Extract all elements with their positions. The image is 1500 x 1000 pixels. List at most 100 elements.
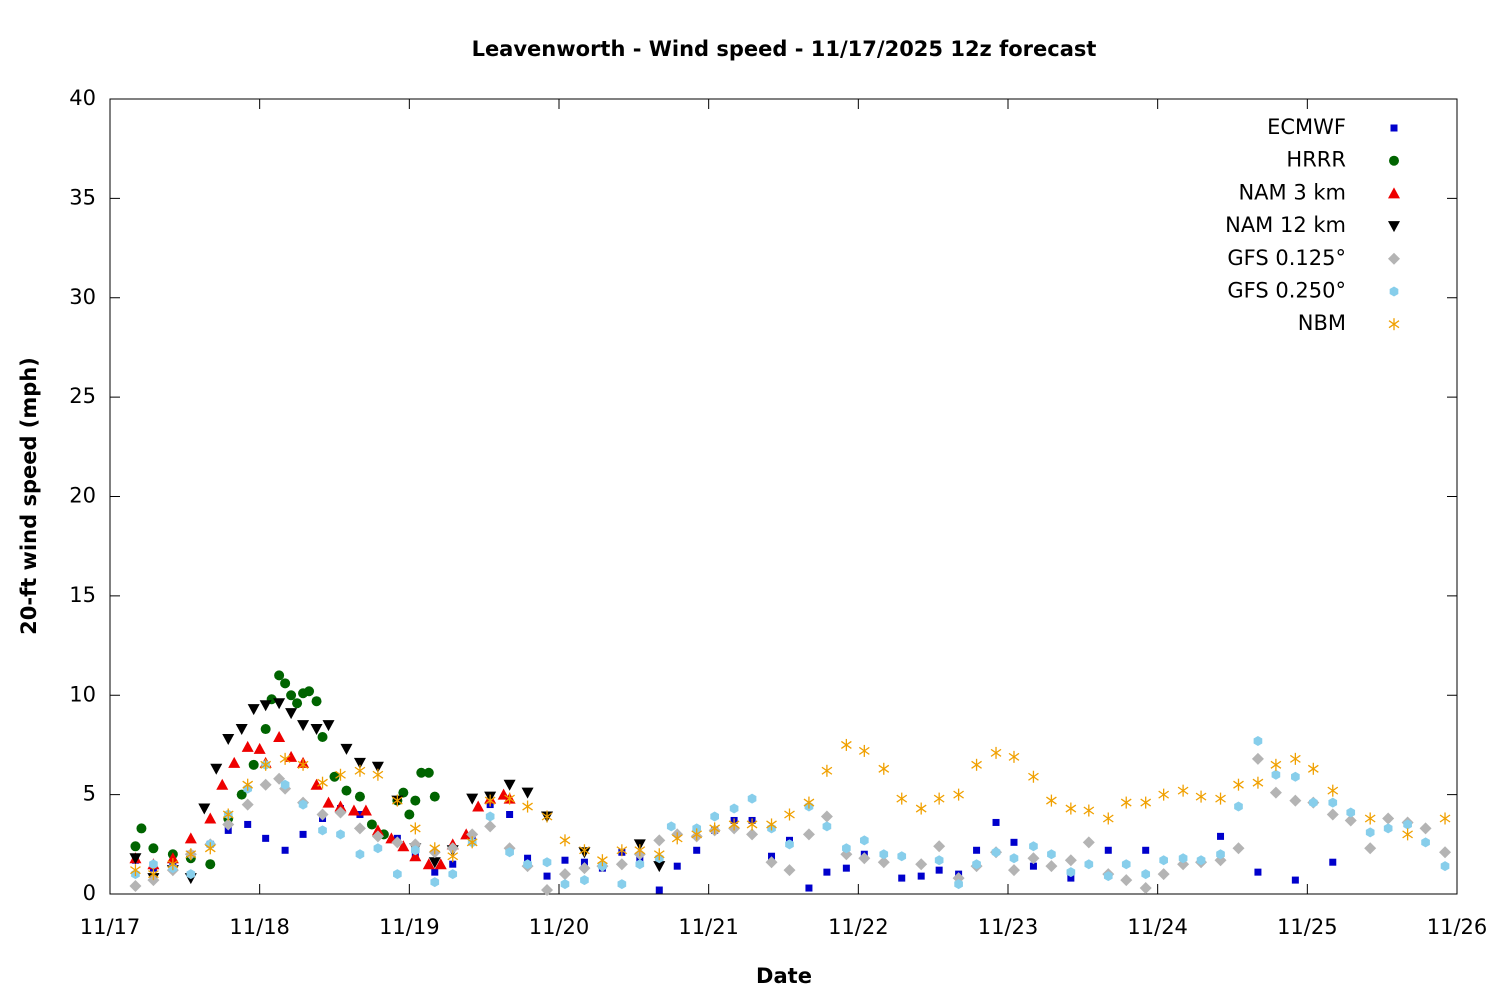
point [765, 856, 778, 869]
point [422, 858, 435, 870]
point [371, 830, 384, 843]
asterisk-stroke [1008, 752, 1020, 761]
point [1234, 801, 1243, 812]
point [260, 724, 271, 735]
point [821, 764, 833, 777]
y-axis-label: 20-ft wind speed (mph) [17, 357, 41, 635]
y-tick-label: 0 [83, 881, 96, 905]
point [1439, 812, 1451, 825]
point [1103, 871, 1113, 882]
point [541, 810, 553, 823]
point [1046, 794, 1057, 807]
point [1121, 859, 1131, 870]
point [279, 752, 291, 765]
asterisk-stroke [222, 810, 234, 819]
point [341, 785, 352, 796]
point [561, 856, 569, 864]
point [653, 834, 666, 847]
point [1291, 771, 1300, 782]
asterisk-stroke [953, 790, 964, 799]
point [542, 857, 552, 868]
point [953, 788, 964, 801]
asterisk-stroke [990, 748, 1002, 757]
point [935, 866, 943, 874]
point [898, 874, 906, 882]
point [858, 852, 871, 865]
y-tick-label: 40 [69, 86, 96, 110]
legend-marker [1388, 318, 1400, 331]
legend-label: NBM [1298, 311, 1346, 335]
point [373, 843, 383, 854]
point [820, 810, 833, 823]
asterisk-stroke [541, 812, 553, 821]
point [148, 843, 159, 854]
point [354, 764, 366, 777]
legend-marker [1388, 187, 1400, 199]
point [746, 828, 759, 841]
asterisk-stroke [915, 804, 927, 813]
point [709, 822, 721, 835]
point [484, 794, 496, 807]
point [167, 858, 179, 871]
asterisk-stroke [597, 856, 608, 865]
point [129, 880, 142, 893]
y-tick-label: 5 [83, 782, 96, 806]
asterisk-stroke [466, 838, 478, 847]
point [354, 791, 365, 802]
asterisk-stroke [579, 846, 590, 855]
point [506, 811, 514, 818]
point [1232, 842, 1245, 855]
point [1007, 864, 1020, 877]
asterisk-stroke [634, 846, 646, 855]
point [1344, 814, 1357, 827]
asterisk-stroke [335, 770, 346, 779]
y-tick-label: 10 [69, 682, 96, 706]
point [448, 869, 458, 880]
point [185, 848, 197, 861]
point [1253, 735, 1263, 746]
point [766, 818, 777, 831]
point [235, 724, 248, 736]
asterisk-stroke [878, 764, 890, 773]
point [1139, 882, 1152, 895]
asterisk-stroke [279, 754, 291, 763]
point [1307, 762, 1319, 775]
point [746, 818, 758, 831]
point [244, 820, 252, 828]
point [431, 868, 439, 876]
point [879, 849, 889, 860]
asterisk-stroke [1439, 814, 1451, 823]
point [404, 809, 415, 820]
asterisk-stroke [784, 810, 795, 819]
point [318, 825, 327, 836]
asterisk-stroke [1233, 780, 1244, 789]
point [933, 840, 946, 853]
point [299, 830, 307, 838]
point [747, 793, 757, 804]
point [877, 856, 890, 869]
point [274, 670, 285, 681]
point [205, 859, 216, 870]
point [1365, 827, 1375, 838]
point [917, 872, 925, 880]
asterisk-stroke [559, 836, 571, 845]
point [802, 828, 815, 841]
point [1403, 819, 1412, 830]
point [366, 819, 377, 830]
point [729, 803, 739, 814]
point [429, 842, 441, 855]
point [691, 828, 703, 841]
point [505, 847, 514, 858]
point [222, 818, 235, 831]
point [1008, 750, 1020, 763]
point [1029, 841, 1038, 852]
point [285, 750, 298, 762]
point [1064, 854, 1077, 867]
point [372, 768, 384, 781]
legend-label: NAM 12 km [1225, 213, 1346, 237]
point [148, 868, 159, 881]
point [840, 738, 852, 751]
point [859, 835, 869, 846]
point [428, 857, 441, 869]
point [292, 698, 303, 709]
